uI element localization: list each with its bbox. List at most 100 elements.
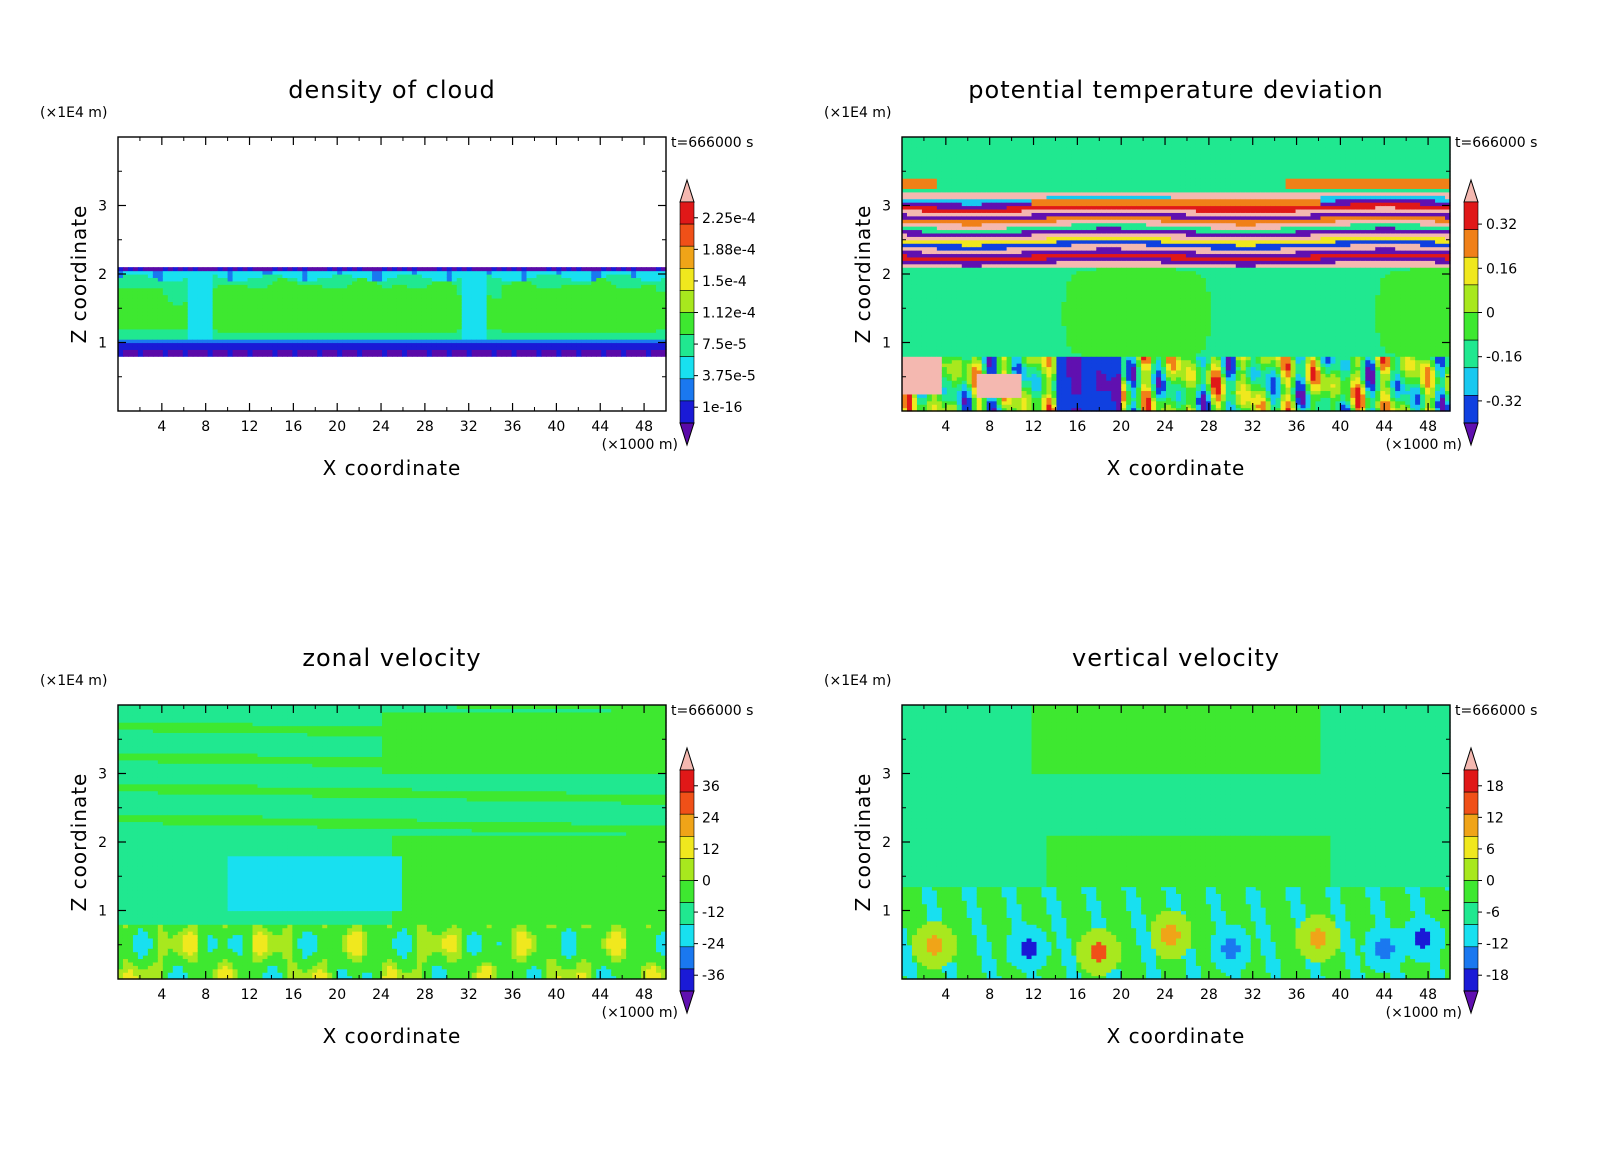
heatmap-cell — [471, 287, 478, 292]
heatmap-cell — [446, 345, 453, 350]
heatmap-cell — [976, 229, 983, 234]
heatmap-cell — [392, 297, 398, 302]
heatmap-cell — [936, 304, 943, 309]
heatmap-cell — [981, 342, 988, 347]
heatmap-cell — [202, 277, 209, 282]
heatmap-cell — [996, 297, 1003, 302]
heatmap-cell — [511, 349, 518, 354]
heatmap-cell — [941, 349, 948, 354]
heatmap-cell — [466, 277, 473, 282]
heatmap-cell — [536, 270, 543, 275]
heatmap-cell — [1001, 387, 1008, 392]
heatmap-cell — [526, 349, 533, 354]
heatmap-cell — [931, 253, 938, 258]
heatmap-cell — [317, 339, 323, 344]
heatmap-cell — [951, 387, 958, 392]
heatmap-cell — [491, 342, 498, 347]
heatmap-cell — [252, 304, 259, 309]
heatmap-cell — [322, 301, 328, 306]
heatmap-cell — [357, 280, 363, 285]
heatmap-cell — [902, 369, 908, 374]
heatmap-cell — [561, 267, 567, 272]
heatmap-cell — [122, 291, 129, 296]
heatmap-cell — [127, 280, 134, 285]
heatmap-cell — [501, 270, 508, 275]
heatmap-cell — [197, 291, 204, 296]
x-tick-label: 8 — [201, 419, 210, 435]
heatmap-cell — [496, 291, 503, 296]
heatmap-cell — [1011, 253, 1018, 258]
heatmap-cell — [292, 297, 298, 302]
heatmap-cell — [252, 274, 259, 279]
heatmap-cell — [981, 267, 988, 272]
heatmap-cell — [152, 304, 159, 309]
heatmap-cell — [616, 301, 622, 306]
heatmap-cell — [212, 318, 219, 323]
heatmap-cell — [262, 345, 269, 350]
heatmap-cell — [601, 332, 607, 337]
heatmap-cell — [242, 294, 249, 299]
heatmap-cell — [911, 147, 918, 152]
heatmap-cell — [172, 308, 179, 313]
heatmap-cell — [961, 198, 968, 203]
heatmap-cell — [277, 294, 283, 299]
heatmap-cell — [926, 219, 933, 224]
heatmap-cell — [936, 366, 943, 371]
heatmap-cell — [307, 349, 313, 354]
heatmap-cell — [986, 363, 993, 368]
heatmap-cell — [1011, 345, 1018, 350]
heatmap-cell — [531, 328, 538, 333]
heatmap-cell — [926, 229, 933, 234]
heatmap-cell — [182, 301, 189, 306]
heatmap-cell — [1006, 321, 1013, 326]
heatmap-cell — [262, 304, 269, 309]
heatmap-cell — [916, 404, 923, 409]
heatmap-cell — [966, 232, 973, 237]
heatmap-cell — [921, 400, 928, 405]
heatmap-cell — [1021, 260, 1028, 265]
heatmap-cell — [606, 332, 612, 337]
heatmap-cell — [951, 219, 958, 224]
heatmap-cell — [581, 345, 587, 350]
heatmap-cell — [986, 315, 993, 320]
heatmap-cell — [961, 349, 968, 354]
heatmap-cell — [581, 304, 587, 309]
heatmap-cell — [996, 229, 1003, 234]
heatmap-cell — [981, 202, 988, 207]
heatmap-cell — [926, 195, 933, 200]
heatmap-cell — [941, 198, 948, 203]
heatmap-cell — [372, 349, 378, 354]
heatmap-cell — [202, 270, 209, 275]
heatmap-cell — [162, 311, 169, 316]
heatmap-cell — [496, 308, 503, 313]
heatmap-cell — [506, 342, 513, 347]
heatmap-cell — [152, 287, 159, 292]
heatmap-cell — [332, 311, 338, 316]
heatmap-cell — [561, 349, 567, 354]
heatmap-cell — [1016, 236, 1023, 241]
heatmap-cell — [272, 297, 279, 302]
heatmap-cell — [287, 315, 293, 320]
heatmap-cell — [936, 280, 943, 285]
heatmap-cell — [421, 318, 428, 323]
heatmap-cell — [127, 308, 134, 313]
heatmap-cell — [1001, 147, 1008, 152]
heatmap-cell — [347, 284, 353, 289]
heatmap-cell — [902, 160, 908, 165]
heatmap-cell — [167, 352, 174, 357]
heatmap-cell — [172, 318, 179, 323]
heatmap-cell — [466, 332, 473, 337]
heatmap-cell — [926, 154, 933, 159]
heatmap-cell — [122, 321, 129, 326]
heatmap-cell — [906, 137, 913, 142]
heatmap-cell — [357, 308, 363, 313]
heatmap-cell — [1006, 352, 1013, 357]
heatmap-cell — [267, 304, 274, 309]
heatmap-cell — [357, 315, 363, 320]
heatmap-cell — [357, 321, 363, 326]
heatmap-cell — [951, 263, 958, 268]
heatmap-cell — [267, 308, 274, 313]
heatmap-cell — [436, 294, 443, 299]
heatmap-cell — [551, 345, 557, 350]
heatmap-cell — [387, 339, 393, 344]
